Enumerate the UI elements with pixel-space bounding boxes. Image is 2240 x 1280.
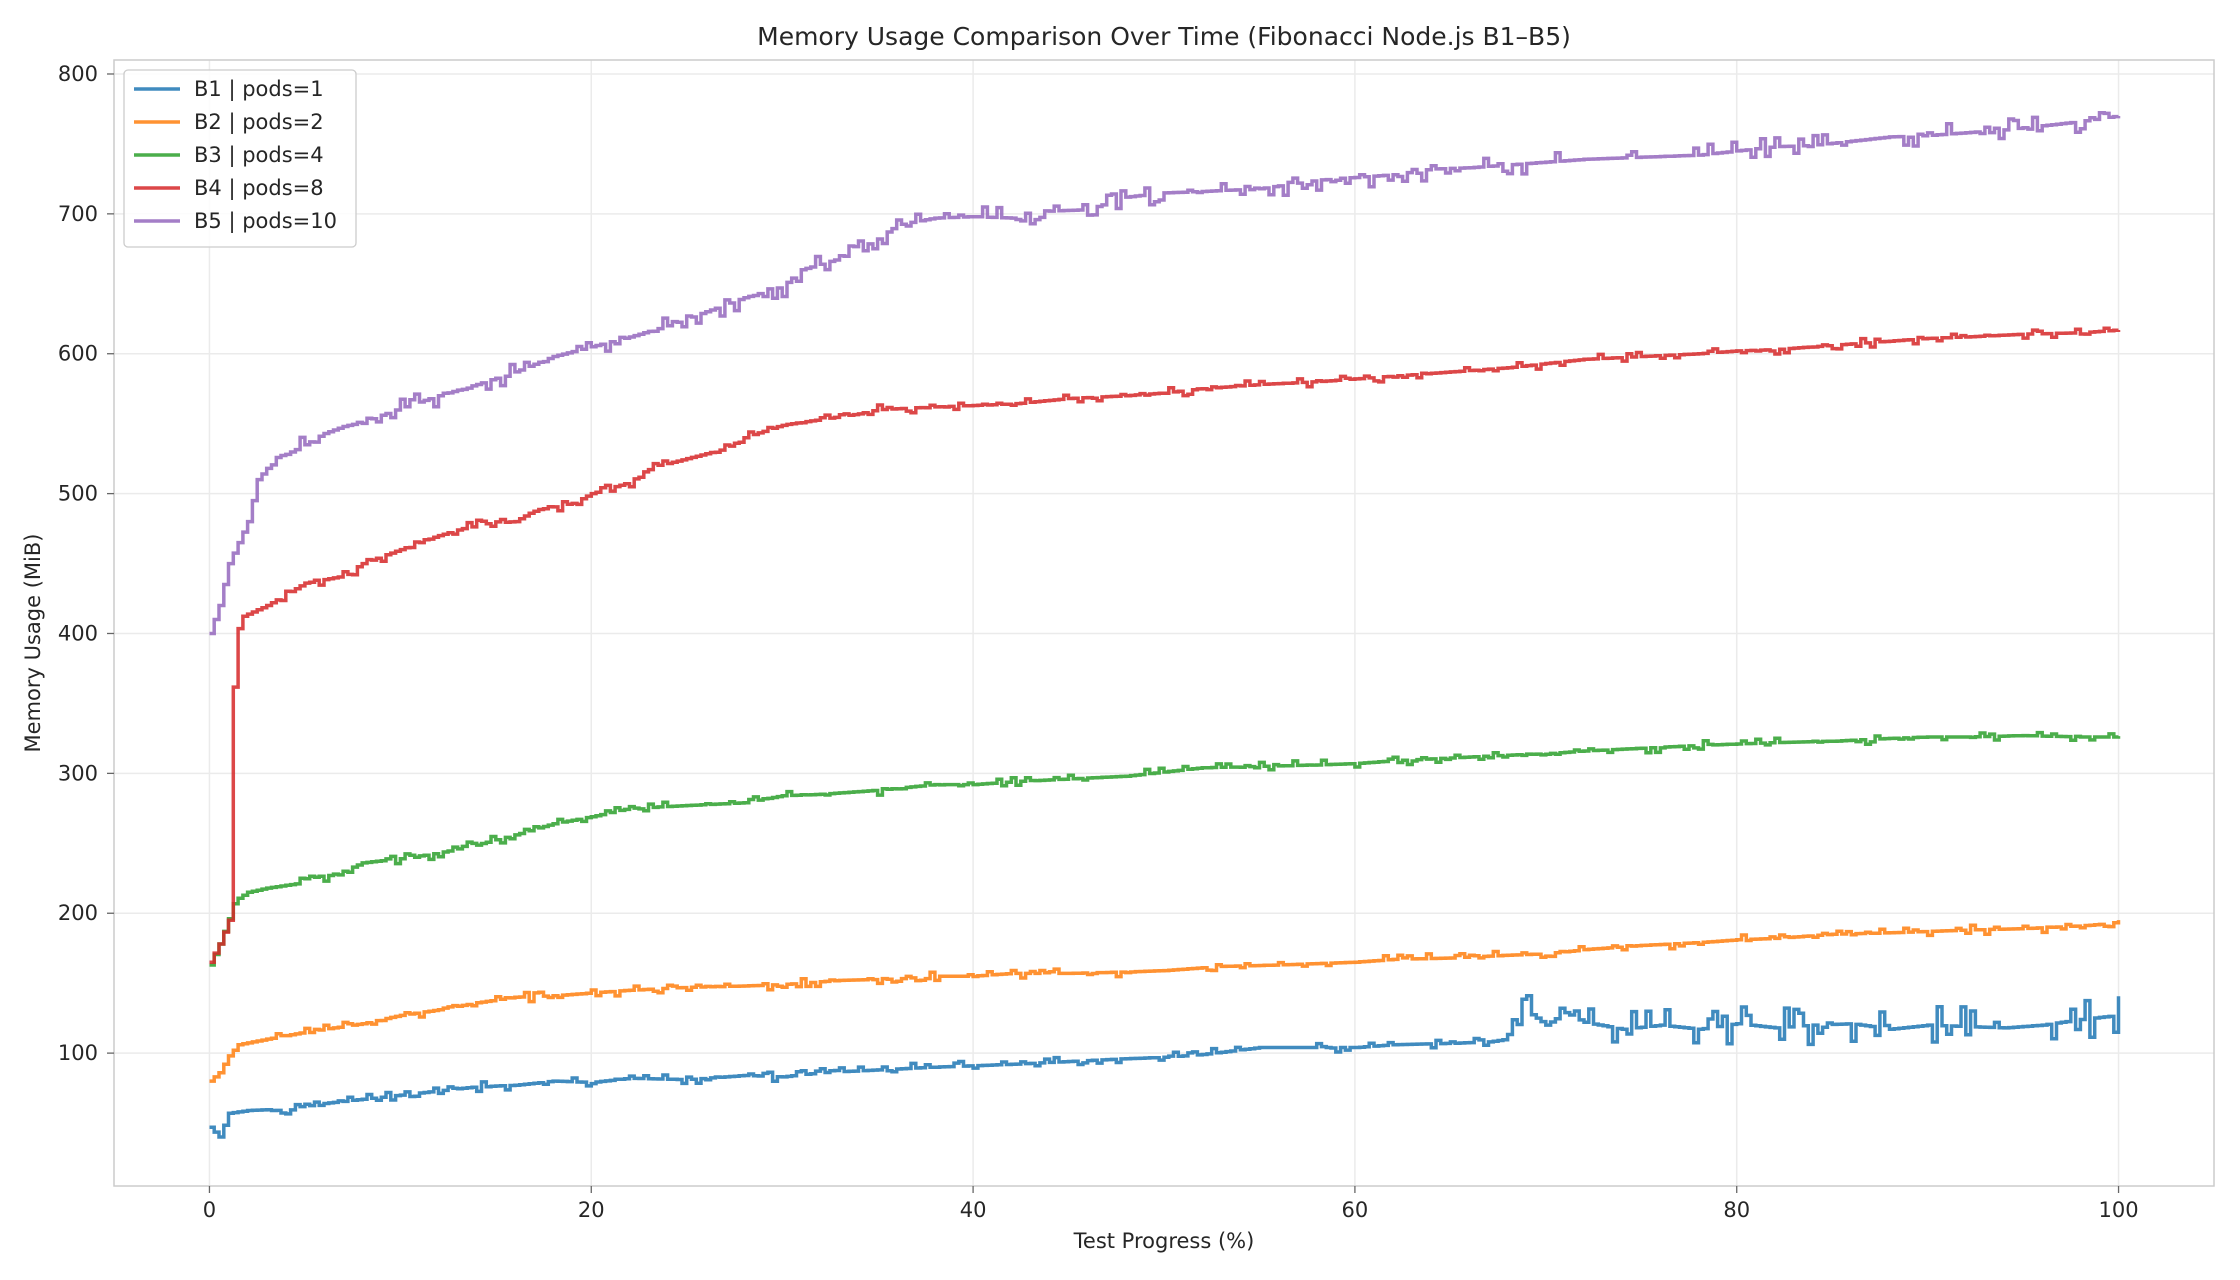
- legend-label-5: B5 | pods=10: [194, 209, 337, 234]
- axis-ticks: 0 20 40 60 80 100 100 200 300 400 500 600 700 800: [58, 62, 2139, 1222]
- legend-label-1: B1 | pods=1: [194, 77, 324, 102]
- x-tick-label-0: 0: [203, 1198, 216, 1222]
- legend: B1 | pods=1 B2 | pods=2 B3 | pods=4 B4 | po…: [123, 69, 357, 248]
- legend-box: [123, 69, 357, 248]
- y-tick-label-3: 400: [58, 621, 98, 645]
- chart-title: Memory Usage Comparison Over Time (Fibon…: [757, 22, 1571, 51]
- plot-area-frame: [113, 59, 2215, 1187]
- legend-label-2: B2 | pods=2: [194, 110, 324, 135]
- x-tick-label-2: 40: [960, 1198, 987, 1222]
- series-line-3: [209, 730, 2121, 967]
- y-tick-label-6: 700: [58, 202, 98, 226]
- legend-label-3: B3 | pods=4: [194, 143, 324, 168]
- y-tick-label-4: 500: [58, 482, 98, 506]
- series-lines: [209, 110, 2121, 1139]
- series-line-4: [209, 326, 2121, 964]
- grid-lines: [114, 60, 2214, 1186]
- x-tick-label-5: 100: [2098, 1198, 2138, 1222]
- series-line-2: [209, 920, 2121, 1083]
- y-axis-label: Memory Usage (MiB): [21, 534, 45, 753]
- y-tick-label-1: 200: [58, 901, 98, 925]
- x-tick-label-1: 20: [578, 1198, 605, 1222]
- y-tick-label-0: 100: [58, 1041, 98, 1065]
- y-tick-label-2: 300: [58, 761, 98, 785]
- y-tick-label-7: 800: [58, 62, 98, 86]
- series-line-1: [209, 993, 2121, 1139]
- x-tick-label-3: 60: [1342, 1198, 1369, 1222]
- x-tick-label-4: 80: [1723, 1198, 1750, 1222]
- legend-label-4: B4 | pods=8: [194, 176, 324, 201]
- series-line-5: [209, 110, 2121, 636]
- x-axis-label: Test Progress (%): [1073, 1229, 1255, 1253]
- y-tick-label-5: 600: [58, 342, 98, 366]
